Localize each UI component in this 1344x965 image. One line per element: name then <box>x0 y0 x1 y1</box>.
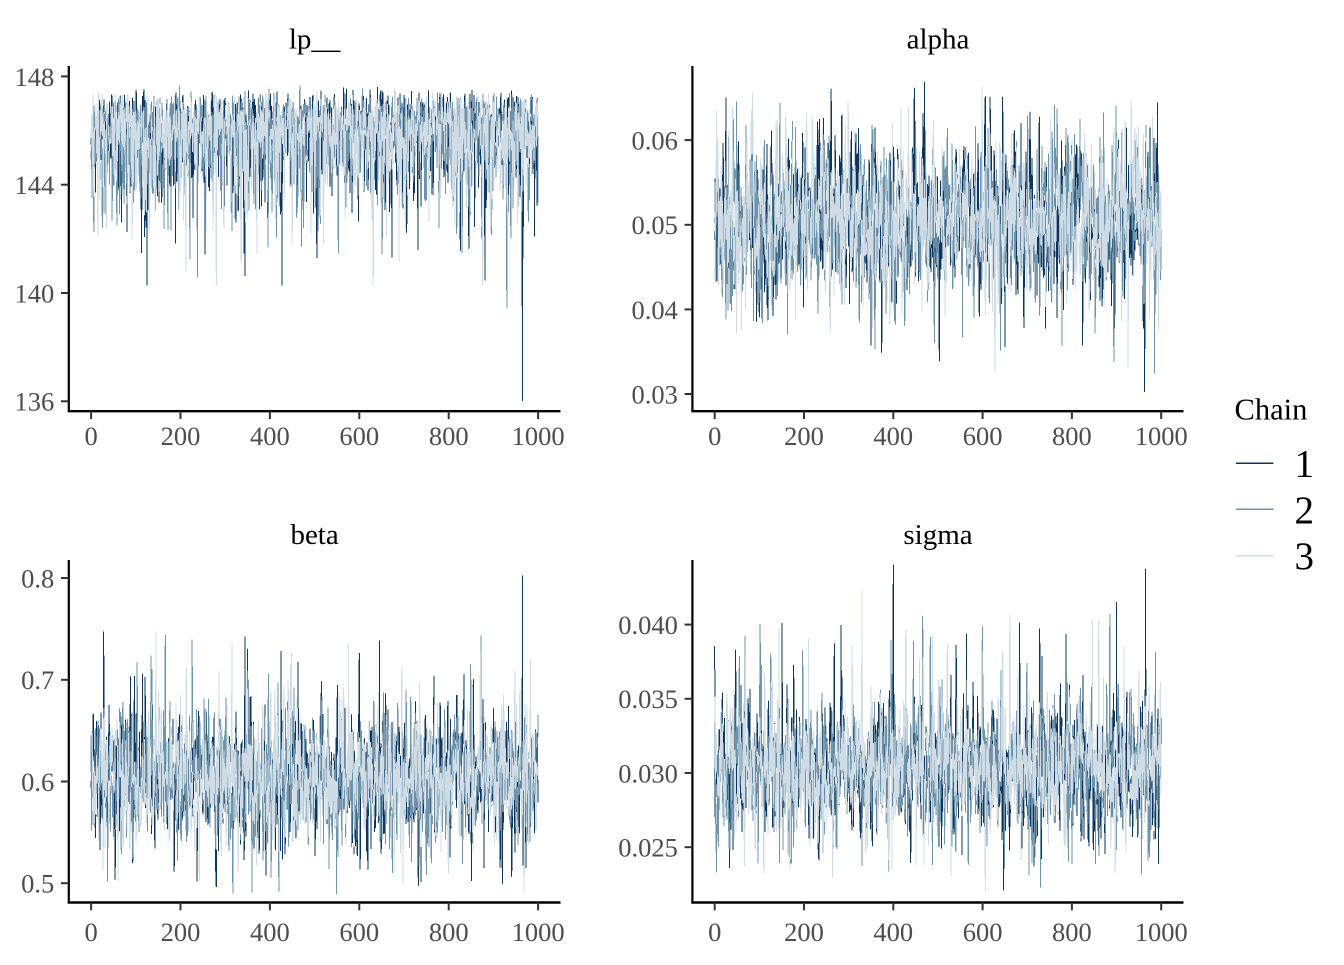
svg-text:200: 200 <box>784 421 824 451</box>
svg-text:0.05: 0.05 <box>632 210 678 240</box>
svg-text:1000: 1000 <box>1135 421 1188 451</box>
svg-text:1000: 1000 <box>512 421 565 451</box>
svg-text:2: 2 <box>1295 489 1315 532</box>
svg-text:200: 200 <box>784 917 824 947</box>
svg-text:0.03: 0.03 <box>632 379 678 409</box>
svg-text:0: 0 <box>708 421 721 451</box>
svg-text:sigma: sigma <box>903 519 972 551</box>
svg-text:0.5: 0.5 <box>21 869 54 899</box>
svg-text:0.04: 0.04 <box>632 295 678 325</box>
svg-text:1000: 1000 <box>1135 917 1188 947</box>
svg-text:400: 400 <box>250 421 290 451</box>
svg-text:0.030: 0.030 <box>618 758 678 788</box>
svg-text:800: 800 <box>429 917 469 947</box>
svg-text:0.6: 0.6 <box>21 767 54 797</box>
svg-text:144: 144 <box>15 170 55 200</box>
svg-text:0.040: 0.040 <box>618 610 678 640</box>
svg-text:800: 800 <box>1052 421 1092 451</box>
svg-text:beta: beta <box>290 519 338 551</box>
svg-text:200: 200 <box>161 917 201 947</box>
svg-text:400: 400 <box>873 917 913 947</box>
svg-text:0: 0 <box>84 917 97 947</box>
svg-text:600: 600 <box>339 421 379 451</box>
svg-text:400: 400 <box>250 917 290 947</box>
svg-text:800: 800 <box>429 421 469 451</box>
svg-text:3: 3 <box>1295 535 1315 578</box>
svg-text:400: 400 <box>873 421 913 451</box>
svg-text:0.025: 0.025 <box>618 833 678 863</box>
svg-text:0.8: 0.8 <box>21 563 54 593</box>
svg-text:136: 136 <box>15 387 55 417</box>
svg-text:140: 140 <box>15 278 55 308</box>
svg-text:Chain: Chain <box>1235 393 1308 427</box>
svg-text:600: 600 <box>963 917 1003 947</box>
svg-text:alpha: alpha <box>907 24 970 56</box>
svg-text:600: 600 <box>963 421 1003 451</box>
svg-text:600: 600 <box>339 917 379 947</box>
svg-text:200: 200 <box>161 421 201 451</box>
svg-text:lp__: lp__ <box>289 24 341 56</box>
svg-text:0: 0 <box>708 917 721 947</box>
svg-text:800: 800 <box>1052 917 1092 947</box>
svg-text:0.7: 0.7 <box>21 665 54 695</box>
svg-text:1000: 1000 <box>512 917 565 947</box>
svg-text:0.06: 0.06 <box>632 126 678 156</box>
svg-text:0.035: 0.035 <box>618 684 678 714</box>
svg-text:1: 1 <box>1295 443 1315 486</box>
svg-text:0: 0 <box>84 421 97 451</box>
svg-text:148: 148 <box>15 62 55 92</box>
